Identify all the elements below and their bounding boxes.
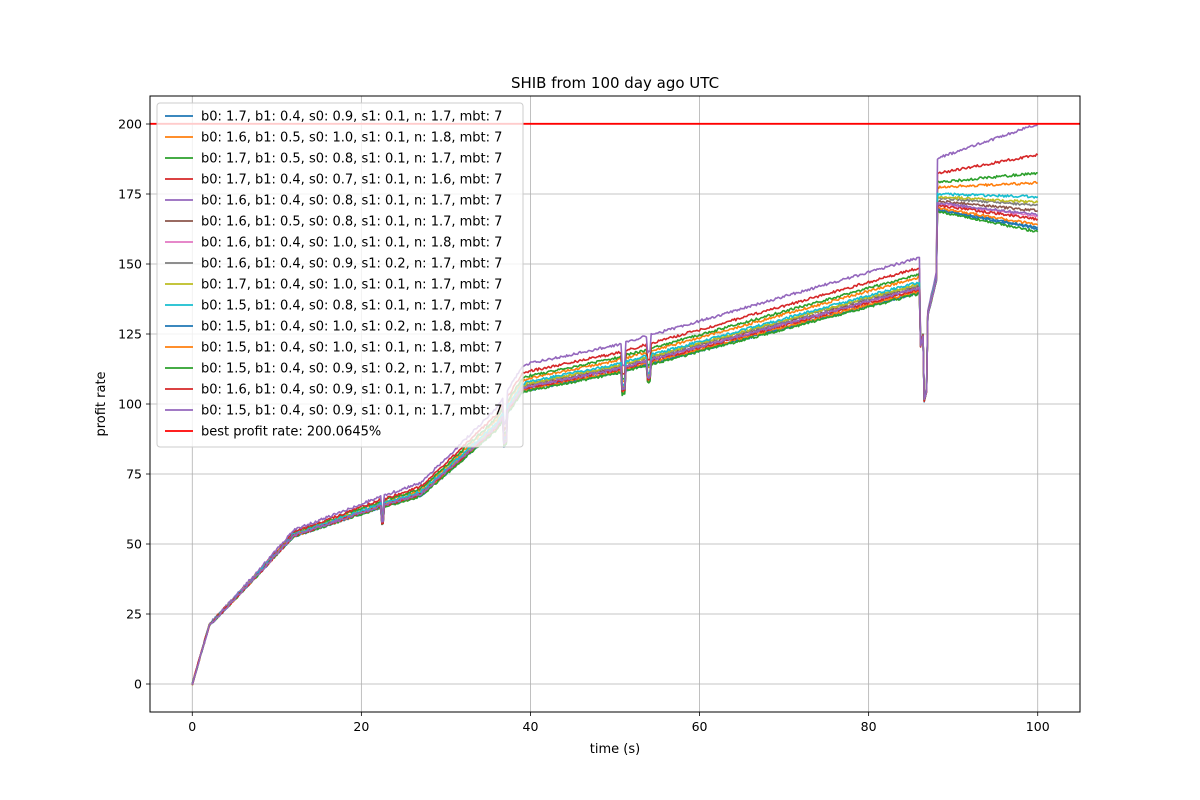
legend-label: b0: 1.6, b1: 0.4, s0: 0.9, s1: 0.1, n: 1…: [201, 383, 502, 398]
legend-box: [156, 102, 524, 448]
legend-label: b0: 1.7, b1: 0.5, s0: 0.8, s1: 0.1, n: 1…: [201, 152, 502, 167]
legend-label: b0: 1.5, b1: 0.4, s0: 0.9, s1: 0.2, n: 1…: [201, 362, 502, 377]
y-tick-label: 0: [134, 677, 142, 692]
legend-label: best profit rate: 200.0645%: [201, 425, 381, 440]
y-tick-label: 150: [118, 257, 142, 272]
legend-label: b0: 1.5, b1: 0.4, s0: 0.8, s1: 0.1, n: 1…: [201, 299, 502, 314]
x-tick-label: 0: [188, 719, 196, 734]
legend-label: b0: 1.7, b1: 0.4, s0: 0.7, s1: 0.1, n: 1…: [201, 173, 502, 188]
x-tick-label: 100: [1026, 719, 1050, 734]
legend-label: b0: 1.6, b1: 0.5, s0: 0.8, s1: 0.1, n: 1…: [201, 215, 502, 230]
y-axis-label: profit rate: [94, 371, 109, 436]
legend-label: b0: 1.6, b1: 0.4, s0: 0.8, s1: 0.1, n: 1…: [201, 194, 502, 209]
series-line-4: [191, 153, 1039, 685]
y-tick-label: 200: [118, 117, 142, 132]
y-tick-label: 25: [126, 607, 142, 622]
legend: b0: 1.7, b1: 0.4, s0: 0.9, s1: 0.1, n: 1…: [156, 102, 524, 448]
legend-label: b0: 1.6, b1: 0.4, s0: 1.0, s1: 0.1, n: 1…: [201, 236, 502, 251]
series-line-10: [191, 192, 1039, 684]
series-line-5: [191, 123, 1039, 685]
legend-label: b0: 1.5, b1: 0.4, s0: 1.0, s1: 0.1, n: 1…: [201, 341, 502, 356]
chart-title: SHIB from 100 day ago UTC: [511, 74, 719, 92]
legend-label: b0: 1.7, b1: 0.4, s0: 0.9, s1: 0.1, n: 1…: [201, 110, 502, 125]
legend-label: b0: 1.5, b1: 0.4, s0: 0.9, s1: 0.1, n: 1…: [201, 404, 502, 419]
x-tick-label: 20: [353, 719, 369, 734]
x-tick-label: 80: [861, 719, 877, 734]
ticks: 0 20 40 60 80 100 0 25 50 75 100 125 150 175 200: [118, 117, 1050, 735]
y-tick-label: 100: [118, 397, 142, 412]
series-lines: [191, 123, 1039, 686]
y-tick-label: 175: [118, 187, 142, 202]
x-tick-label: 40: [523, 719, 539, 734]
legend-label: b0: 1.6, b1: 0.5, s0: 1.0, s1: 0.1, n: 1…: [201, 131, 502, 146]
y-tick-label: 125: [118, 327, 142, 342]
legend-label: b0: 1.7, b1: 0.4, s0: 1.0, s1: 0.1, n: 1…: [201, 278, 502, 293]
y-tick-label: 50: [126, 537, 142, 552]
x-axis-label: time (s): [590, 742, 640, 757]
y-tick-label: 75: [126, 467, 142, 482]
series-line-15: [191, 201, 1038, 685]
x-tick-label: 60: [692, 719, 708, 734]
legend-label: b0: 1.5, b1: 0.4, s0: 1.0, s1: 0.2, n: 1…: [201, 320, 502, 335]
legend-label: b0: 1.6, b1: 0.4, s0: 0.9, s1: 0.2, n: 1…: [201, 257, 502, 272]
